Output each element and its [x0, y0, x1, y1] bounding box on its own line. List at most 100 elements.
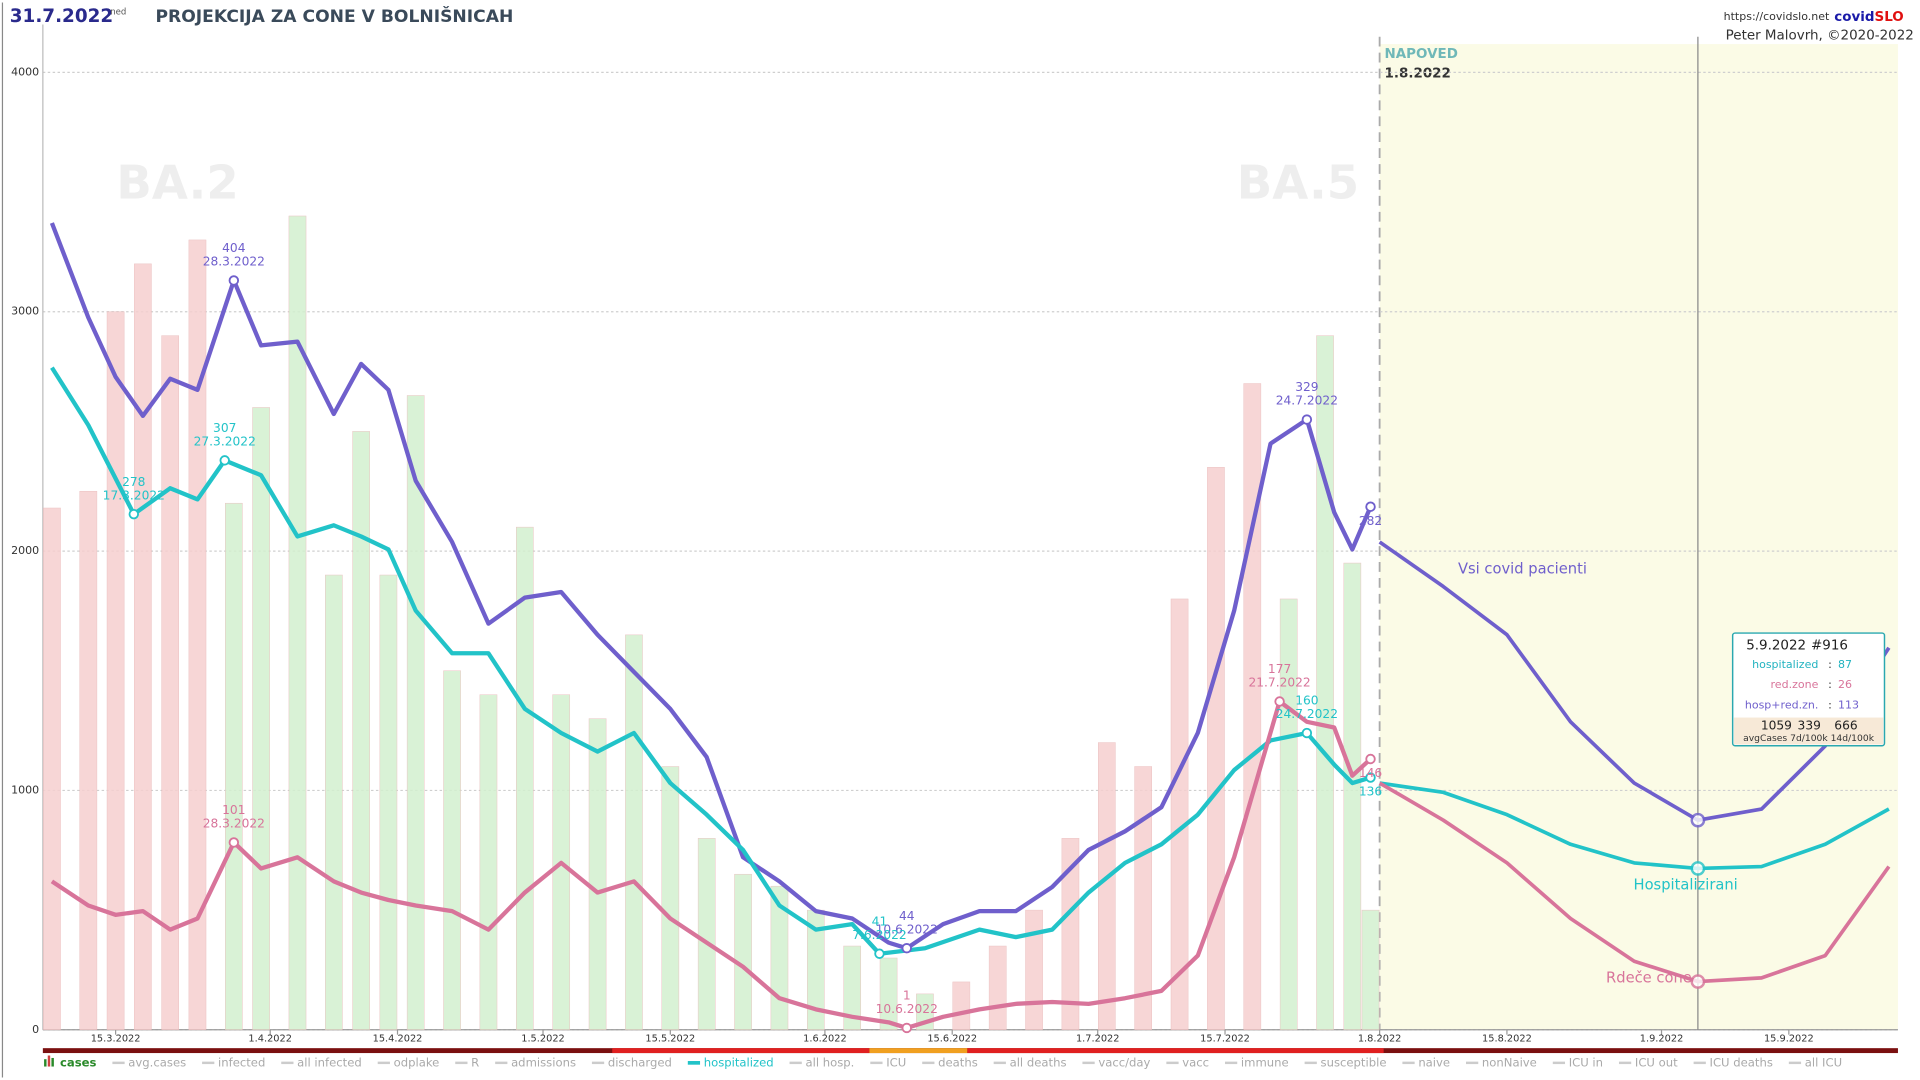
legend-item[interactable]: immune: [1224, 1055, 1289, 1069]
annotation-value: 278: [122, 475, 145, 489]
legend-label: immune: [1241, 1055, 1289, 1069]
annotation-date: 17.3.2022: [103, 488, 165, 502]
annotation-point: [901, 1022, 912, 1034]
legend-item[interactable]: ICU out: [1618, 1055, 1678, 1069]
legend-label: vacc/day: [1098, 1055, 1150, 1069]
legend-item[interactable]: ICU deaths: [1693, 1055, 1773, 1069]
x-tick-label: 15.6.2022: [927, 1033, 977, 1044]
legend-item[interactable]: deaths: [922, 1055, 978, 1069]
legend-item[interactable]: R: [455, 1055, 479, 1069]
annotation-point: [1301, 414, 1313, 425]
legend-label: vacc: [1182, 1055, 1209, 1069]
bar: [443, 670, 461, 1031]
bar: [225, 502, 243, 1031]
bar: [734, 873, 752, 1031]
annotation-value: 41: [872, 914, 888, 928]
bar: [106, 311, 125, 1031]
bar: [134, 263, 152, 1031]
legend-item[interactable]: naive: [1402, 1055, 1450, 1069]
brand-part: SLO: [1875, 10, 1904, 25]
bar: [625, 634, 643, 1031]
legend-item[interactable]: admissions: [495, 1055, 576, 1069]
legend-item[interactable]: all hosp.: [789, 1055, 855, 1069]
bar: [352, 431, 370, 1031]
legend-label: ICU in: [1569, 1055, 1603, 1069]
annotation-point: [1365, 753, 1376, 765]
x-tick-label: 1.8.2022: [1358, 1033, 1402, 1044]
series-line: [49, 222, 1373, 951]
legend-item[interactable]: vacc/day: [1082, 1055, 1151, 1069]
forecast-label: NAPOVED: [1385, 47, 1458, 62]
annotation-date: 28.3.2022: [203, 255, 265, 269]
tooltip-stat: 666: [1834, 719, 1858, 733]
bar: [879, 957, 898, 1031]
legend-label: infected: [218, 1055, 265, 1069]
tooltip-label: hospitalized: [1752, 658, 1818, 671]
annotation-value: 160: [1295, 694, 1318, 708]
bar: [952, 981, 971, 1031]
legend-item[interactable]: odplake: [377, 1055, 440, 1069]
header-brand: covidSLO: [1834, 10, 1903, 25]
bar: [79, 490, 98, 1031]
series-line: [50, 366, 1372, 956]
legend-item[interactable]: nonNaive: [1466, 1055, 1537, 1069]
legend-item[interactable]: all infected: [281, 1055, 362, 1069]
x-tick-label: 1.6.2022: [803, 1033, 847, 1044]
legend-label: ICU deaths: [1710, 1055, 1773, 1069]
bar: [1134, 766, 1153, 1031]
tooltip-stat: 339: [1798, 719, 1821, 733]
legend-icon: [47, 1055, 51, 1067]
legend-item[interactable]: vacc: [1166, 1055, 1209, 1069]
legend-label: admissions: [511, 1055, 576, 1069]
y-tick-label: 0: [32, 1023, 39, 1036]
bar: [1343, 562, 1362, 1031]
legend-item[interactable]: discharged: [591, 1055, 672, 1069]
annotation-point: [1301, 727, 1313, 739]
legend-label: nonNaive: [1482, 1055, 1537, 1069]
tooltip-sep: :: [1828, 658, 1832, 671]
annotation-value: 307: [213, 421, 236, 435]
forecast-date: 1.8.2022: [1385, 66, 1451, 81]
header-author: Peter Malovrh, ©2020-2022: [1726, 29, 1914, 44]
legend-item[interactable]: ICU in: [1552, 1055, 1603, 1069]
x-tick-label: 1.5.2022: [521, 1033, 565, 1044]
bar: [1061, 838, 1080, 1031]
legend-label: deaths: [938, 1055, 978, 1069]
legend-item[interactable]: ICU: [870, 1055, 906, 1069]
annotation-value: 404: [222, 241, 246, 255]
bar: [988, 945, 1007, 1031]
annotation-date: 28.3.2022: [203, 817, 265, 831]
legend-item[interactable]: all deaths: [993, 1055, 1067, 1069]
tooltip-label: red.zone: [1771, 678, 1819, 691]
tooltip-sep: :: [1828, 678, 1832, 691]
header-date: 31.7.2022: [10, 6, 113, 27]
annotation-value: 282: [1359, 514, 1382, 528]
legend-item[interactable]: hospitalized: [687, 1055, 774, 1069]
series-line: [1379, 781, 1890, 871]
annotation-date: 27.3.2022: [194, 435, 256, 449]
tooltip-date: 5.9.2022: [1746, 638, 1806, 653]
y-tick-label: 1000: [11, 783, 39, 796]
legend-label: susceptible: [1321, 1055, 1387, 1069]
annotation-point: [901, 942, 912, 954]
bar: [406, 395, 425, 1031]
bar: [252, 407, 270, 1031]
legend-label: all hosp.: [805, 1055, 854, 1069]
legend-label: discharged: [608, 1055, 672, 1069]
bar: [1097, 742, 1116, 1031]
legend-item[interactable]: all ICU: [1788, 1055, 1842, 1069]
legend-item[interactable]: avg.cases: [112, 1055, 186, 1069]
bar: [1243, 383, 1262, 1031]
bar: [843, 945, 862, 1031]
bar: [516, 526, 534, 1031]
legend-label: all deaths: [1010, 1055, 1067, 1069]
bar: [43, 507, 61, 1031]
series-label: Hospitalizirani: [1634, 877, 1738, 894]
tooltip-value: 26: [1838, 678, 1852, 691]
legend-item[interactable]: susceptible: [1304, 1055, 1387, 1069]
legend-item[interactable]: cases: [44, 1055, 97, 1069]
legend-item[interactable]: infected: [202, 1055, 265, 1069]
legend-icon: [44, 1059, 47, 1067]
